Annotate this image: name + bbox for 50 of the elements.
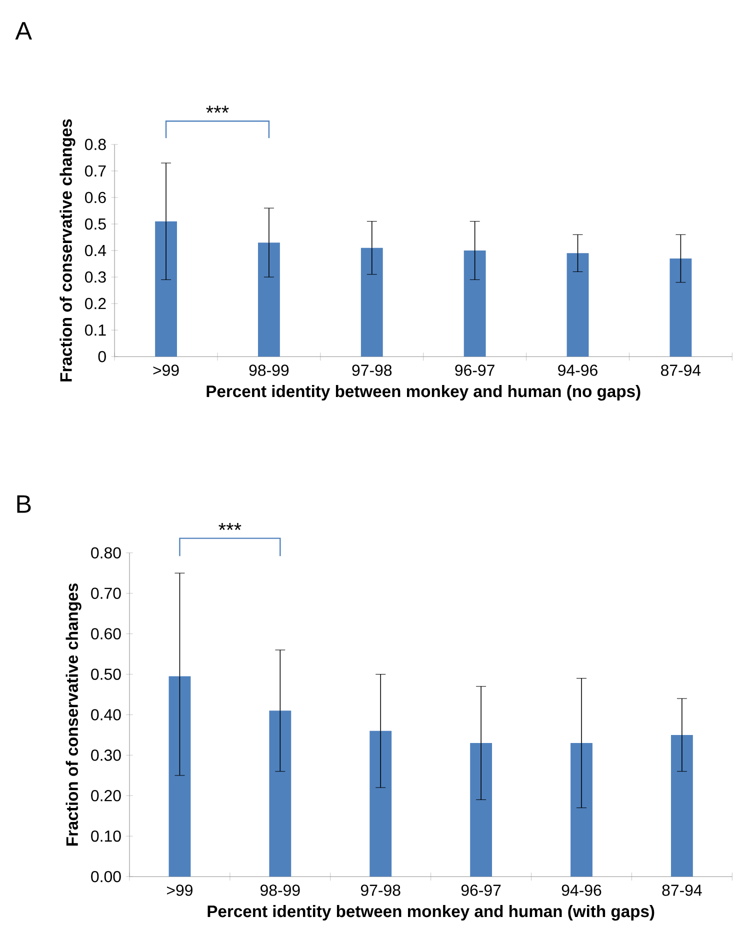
bar	[670, 258, 692, 357]
text: A	[15, 22, 32, 40]
x-tick-label: 94-96	[562, 884, 602, 896]
x-tick-label: 87-94	[660, 364, 701, 376]
x-tick-label: 87-94	[662, 884, 702, 896]
text: ***	[206, 106, 229, 113]
bar	[168, 676, 191, 877]
x-tick-label: >99	[153, 364, 179, 376]
bar	[464, 250, 486, 357]
bar	[360, 248, 383, 357]
y-tick-label: 0.7	[84, 165, 106, 177]
y-tick-label: 0.5	[84, 218, 106, 230]
x-tick-label: 98-99	[249, 364, 289, 376]
x-tick-label: 96-97	[455, 364, 494, 376]
y-tick-label: 0.1	[84, 324, 106, 336]
y-tick-label: 0.30	[91, 750, 121, 761]
y-tick-label: 0.60	[91, 628, 121, 640]
y-axis-title: Fraction of conservative changes	[66, 583, 82, 846]
x-axis-title: Percent identity between monkey and human (no gaps)	[206, 385, 640, 401]
bar	[570, 743, 592, 877]
x-tick-label: 94-96	[558, 364, 598, 376]
x-tick-label: 98-99	[260, 884, 300, 896]
x-axis-title: Percent identity between monkey and human (with gaps)	[208, 905, 654, 921]
y-tick-label: 0.80	[91, 547, 121, 558]
y-tick-label: 0.2	[84, 298, 106, 310]
x-tick-label: >99	[166, 884, 192, 896]
bar	[155, 221, 177, 357]
y-tick-label: 0.6	[84, 192, 106, 204]
y-axis-title: Fraction of conservative changes	[60, 119, 76, 382]
bar	[370, 730, 392, 877]
x-tick-label: 96-97	[461, 884, 501, 896]
bar	[470, 743, 492, 877]
y-tick-label: 0.8	[84, 138, 106, 150]
y-tick-label: 0.40	[91, 709, 121, 720]
y-tick-label: 0	[98, 350, 106, 362]
y-tick-label: 0.4	[84, 244, 106, 256]
y-tick-label: 0.70	[91, 588, 121, 599]
y-tick-label: 0.3	[84, 271, 106, 283]
text: ***	[218, 522, 242, 530]
y-tick-label: 0.20	[91, 790, 121, 802]
y-tick-label: 0.10	[91, 830, 121, 842]
bar	[566, 253, 589, 357]
x-tick-label: 97-98	[352, 364, 392, 376]
bar	[269, 710, 292, 877]
y-tick-label: 0.00	[91, 870, 121, 882]
bar	[670, 734, 693, 877]
x-tick-label: 97-98	[360, 884, 400, 896]
y-tick-label: 0.50	[91, 668, 121, 680]
text: B	[17, 495, 31, 513]
bar	[258, 242, 280, 357]
